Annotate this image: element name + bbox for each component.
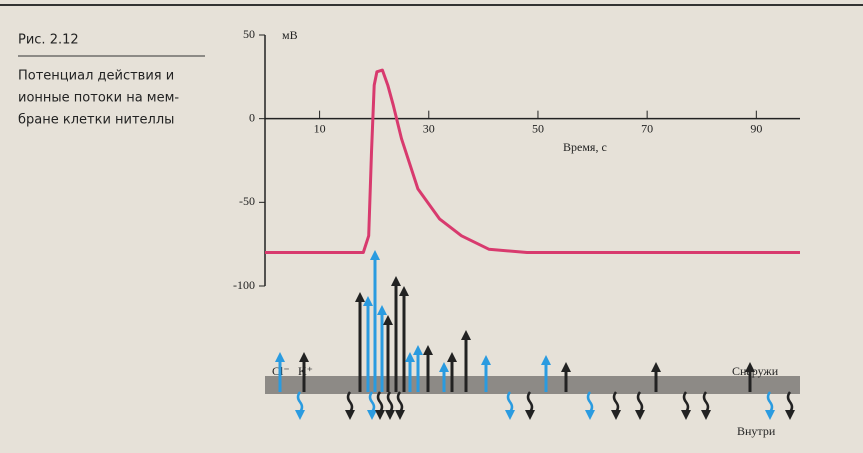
arrow-head <box>561 362 571 372</box>
arrow-head <box>405 352 415 362</box>
arrow-head <box>275 352 285 362</box>
arrow-head <box>701 410 711 420</box>
caption-line: ионные потоки на мем- <box>18 91 179 106</box>
arrow-head <box>385 410 395 420</box>
caption-line: бране клетки нителлы <box>18 113 174 128</box>
arrow-head <box>681 410 691 420</box>
arrow-head <box>399 286 409 296</box>
down-arrow <box>786 391 794 413</box>
arrow-head <box>525 410 535 420</box>
down-arrow <box>506 391 514 413</box>
y-tick-label: -50 <box>239 194 255 208</box>
down-arrow <box>526 391 534 413</box>
x-tick-label: 30 <box>423 121 435 135</box>
down-arrow <box>368 391 376 413</box>
potential-line <box>265 68 800 254</box>
y-tick-label: 0 <box>249 110 255 124</box>
arrow-head <box>295 410 305 420</box>
arrow-head <box>611 410 621 420</box>
down-arrow <box>346 391 354 413</box>
arrow-head <box>481 355 491 365</box>
down-arrow <box>766 391 774 413</box>
y-tick-label: 50 <box>243 27 255 41</box>
arrow-head <box>375 410 385 420</box>
caption-line: Потенциал действия и <box>18 69 174 84</box>
arrow-head <box>785 410 795 420</box>
x-tick-label: 50 <box>532 121 544 135</box>
arrow-head <box>541 355 551 365</box>
down-arrow <box>682 391 690 413</box>
arrow-head <box>377 305 387 315</box>
arrow-head <box>363 296 373 306</box>
arrow-head <box>391 276 401 286</box>
arrow-head <box>585 410 595 420</box>
arrow-head <box>745 362 755 372</box>
arrow-head <box>370 250 380 260</box>
arrow-head <box>355 292 365 302</box>
x-axis-label: Время, с <box>563 140 607 154</box>
arrow-head <box>439 362 449 372</box>
arrow-head <box>345 410 355 420</box>
down-arrow <box>612 391 620 413</box>
x-tick-label: 70 <box>641 121 653 135</box>
arrow-head <box>395 410 405 420</box>
arrow-head <box>461 330 471 340</box>
y-tick-label: -100 <box>233 278 255 292</box>
figure-label: Рис. 2.12 <box>18 33 79 48</box>
down-arrow <box>396 391 404 413</box>
ion-arrows <box>275 250 795 420</box>
down-arrow <box>702 391 710 413</box>
arrow-head <box>299 352 309 362</box>
arrow-head <box>447 352 457 362</box>
arrow-head <box>383 315 393 325</box>
inside-label: Внутри <box>737 424 776 438</box>
x-tick-label: 90 <box>750 121 762 135</box>
y-axis-label: мВ <box>282 28 298 42</box>
arrow-head <box>413 345 423 355</box>
arrow-head <box>505 410 515 420</box>
arrow-head <box>635 410 645 420</box>
arrow-head <box>367 410 377 420</box>
x-tick-label: 10 <box>314 121 326 135</box>
arrow-head <box>423 345 433 355</box>
membrane <box>265 376 800 394</box>
down-arrow <box>586 391 594 413</box>
down-arrow <box>386 391 394 413</box>
down-arrow <box>376 391 384 413</box>
arrow-head <box>765 410 775 420</box>
down-arrow <box>296 391 304 413</box>
outside-label: Снаружи <box>732 364 779 378</box>
down-arrow <box>636 391 644 413</box>
arrow-head <box>651 362 661 372</box>
